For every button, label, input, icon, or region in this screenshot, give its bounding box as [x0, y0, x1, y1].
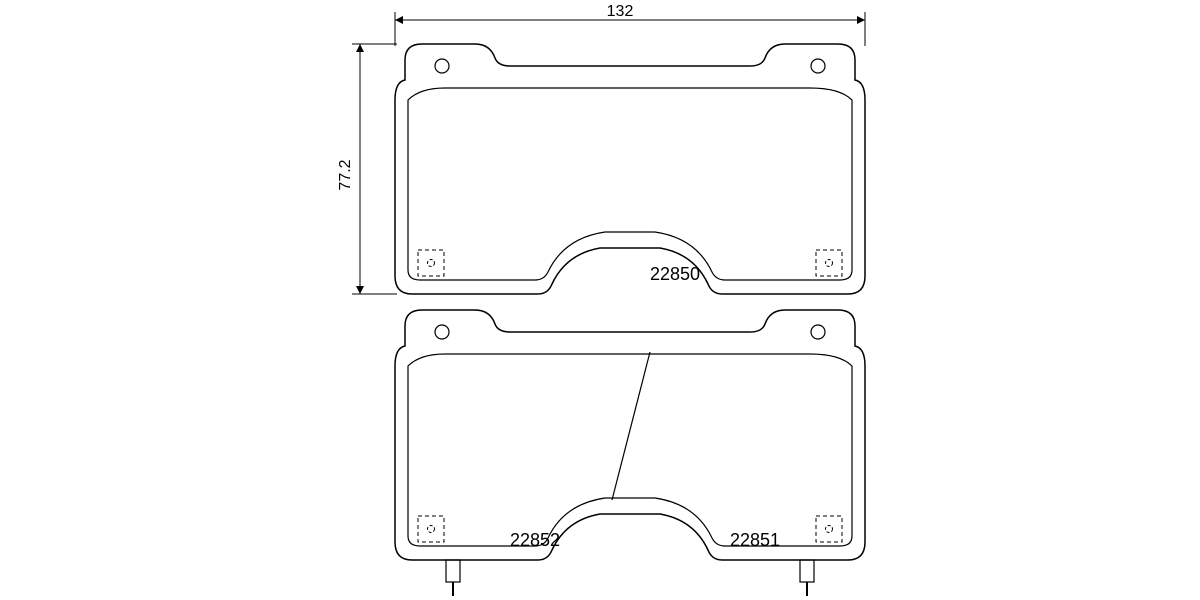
sensor-tab-right [800, 560, 814, 596]
brake-pad-bottom: 22852 22851 [395, 310, 865, 596]
dim-height-label: 77.2 [337, 159, 354, 190]
mount-hole [435, 59, 449, 73]
mount-hole [435, 325, 449, 339]
part-number-bottom-right: 22851 [730, 530, 780, 550]
part-number-bottom-left: 22852 [510, 530, 560, 550]
locator-square [418, 250, 444, 276]
mount-hole [811, 59, 825, 73]
locator-square [816, 250, 842, 276]
dim-width-label: 132 [607, 3, 634, 20]
split-line [612, 352, 650, 500]
dimension-width: 132 [395, 3, 865, 46]
locator-square [816, 516, 842, 542]
sensor-tab-left [446, 560, 460, 596]
technical-drawing: 132 77.2 22850 [0, 0, 1200, 600]
dimension-height: 77.2 [337, 44, 397, 294]
mount-hole [811, 325, 825, 339]
part-number-top: 22850 [650, 264, 700, 284]
locator-square [418, 516, 444, 542]
brake-pad-top: 22850 [395, 44, 865, 294]
